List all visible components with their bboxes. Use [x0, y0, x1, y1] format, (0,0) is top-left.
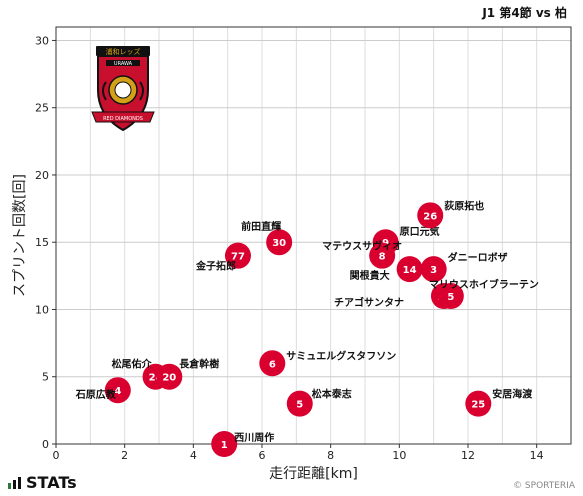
logo-top-text: 浦和レッズ	[106, 47, 141, 56]
data-point: 6 サミュエルグスタフソン	[259, 349, 396, 377]
point-name-label: 原口元気	[400, 225, 440, 238]
point-marker	[396, 256, 423, 283]
point-number: 26	[423, 211, 437, 222]
point-name-label: サミュエルグスタフソン	[286, 349, 396, 362]
data-point: 3 ダニーロボザ	[420, 251, 508, 283]
x-tick-label: 12	[461, 449, 475, 462]
x-tick-label: 14	[530, 449, 544, 462]
point-number: 25	[471, 400, 485, 411]
point-number: 4	[114, 386, 121, 397]
y-tick-label: 30	[35, 34, 49, 47]
point-name-label: 石原広教	[75, 388, 117, 401]
bar-chart-icon	[8, 476, 22, 489]
data-point: 5 松本泰志	[286, 388, 352, 417]
chart-header-title: J1 第4節 vs 柏	[482, 6, 567, 20]
point-marker	[266, 229, 293, 256]
point-number: 20	[162, 373, 176, 384]
point-marker	[286, 390, 313, 417]
data-point: 1 西川周作	[211, 431, 274, 457]
y-tick-label: 10	[35, 303, 49, 316]
logo-label: URAWA	[114, 61, 133, 67]
data-point: 14 関根貴大	[350, 256, 423, 283]
point-marker	[259, 350, 286, 377]
data-point: 25 安居海渡	[465, 388, 533, 417]
data-point: 30 前田直輝	[241, 220, 293, 256]
point-number: 30	[272, 238, 286, 249]
x-tick-label: 0	[53, 449, 60, 462]
point-number: 24	[149, 373, 163, 384]
point-name-label: 金子拓郎	[195, 260, 236, 273]
point-name-label: 安居海渡	[492, 388, 533, 401]
point-name-label: マテウスサヴィオ	[322, 240, 402, 253]
point-number: 1	[221, 440, 228, 451]
x-axis-label: 走行距離[km]	[269, 465, 358, 482]
point-name-label: 長倉幹樹	[179, 358, 219, 371]
logo-bottom-text: RED DIAMONDS	[103, 116, 143, 122]
point-marker	[156, 363, 183, 390]
x-tick-label: 6	[259, 449, 266, 462]
y-tick-label: 5	[42, 371, 49, 384]
x-tick-label: 10	[392, 449, 406, 462]
stats-brand: STATs	[8, 473, 77, 492]
point-number: 14	[403, 265, 417, 276]
point-name-label: 松尾佑介	[112, 358, 153, 371]
point-marker	[420, 256, 447, 283]
point-number: 5	[447, 292, 454, 303]
y-tick-label: 25	[35, 102, 49, 115]
point-number: 8	[379, 252, 386, 263]
credit-text: © SPORTERIA	[513, 481, 575, 491]
point-number: 5	[296, 400, 303, 411]
point-number: 6	[269, 359, 276, 370]
point-number: 3	[430, 265, 437, 276]
x-tick-label: 8	[327, 449, 334, 462]
y-tick-label: 15	[35, 236, 49, 249]
point-marker	[211, 431, 238, 457]
brand-name: STATs	[26, 473, 77, 492]
x-tick-label: 2	[121, 449, 128, 462]
chart-axes: 0 2 4 6 8 10 12 14051015202530走行距離[km]スプリント回数[回…	[12, 26, 572, 482]
point-marker	[224, 242, 251, 269]
data-point: 26 荻原拓也	[417, 199, 484, 229]
point-name-label: 西川周作	[234, 431, 274, 444]
point-name-label: ダニーロボザ	[448, 251, 508, 264]
point-name-label: 関根貴大	[350, 269, 390, 282]
point-marker	[369, 242, 396, 269]
point-marker	[104, 377, 131, 404]
x-tick-label: 4	[190, 449, 197, 462]
point-marker	[465, 390, 492, 417]
point-marker	[417, 202, 444, 229]
club-logo: 浦和レッズ URAWA RED DIAMONDS	[91, 46, 155, 132]
point-name-label: 前田直輝	[241, 220, 281, 233]
point-number: 77	[231, 252, 245, 263]
point-marker	[437, 283, 464, 310]
y-tick-label: 0	[42, 438, 49, 451]
y-axis-label: スプリント回数[回]	[12, 174, 28, 297]
point-name-label: チアゴサンタナ	[334, 296, 404, 309]
point-name-label: マリウスホイブラーテン	[429, 278, 539, 291]
y-tick-label: 20	[35, 169, 49, 182]
point-name-label: 荻原拓也	[444, 199, 484, 212]
point-name-label: 松本泰志	[312, 388, 352, 401]
plot-frame	[55, 26, 572, 445]
